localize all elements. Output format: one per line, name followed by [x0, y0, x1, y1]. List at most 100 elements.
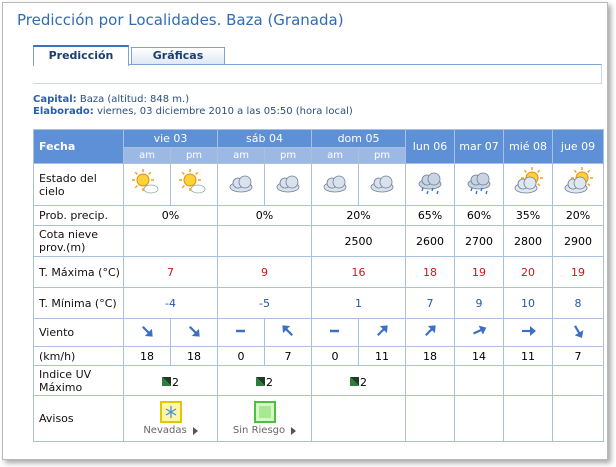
cloud	[514, 176, 538, 194]
value-cell: 7	[405, 287, 456, 319]
uv-cell: 2	[217, 365, 313, 396]
wind-cell	[454, 318, 505, 347]
table-row: Estado del cielo	[33, 163, 605, 206]
empty-cell	[405, 365, 456, 396]
rain-drop	[480, 187, 483, 192]
value-cell: 18	[123, 346, 171, 366]
warning-label: Sin Riesgo	[232, 425, 286, 436]
ray	[523, 169, 527, 173]
info-line: Capital: Baza (altitud: 848 m.)	[33, 94, 189, 105]
arrow	[377, 325, 388, 337]
value-cell: 7	[122, 256, 219, 288]
rain-drop	[436, 190, 439, 195]
value-cell: 60%	[454, 205, 505, 226]
value-cell: 2800	[503, 225, 554, 257]
sky-icon	[179, 169, 206, 194]
wind-arrow	[574, 325, 584, 338]
warning-label-row: Nevadas	[143, 425, 198, 436]
day-header: lun 06	[405, 129, 456, 164]
inner-square	[258, 406, 271, 418]
uv-icon	[162, 376, 171, 386]
warning-label-row: Sin Riesgo	[232, 425, 297, 436]
table-row: T. Máxima (°C) 7 9 16 18 19 20 19	[33, 256, 605, 288]
sky-cell	[552, 163, 605, 206]
info-line: Elaborado: viernes, 03 diciembre 2010 a …	[33, 106, 353, 117]
ray	[195, 171, 199, 175]
cloud-part	[427, 172, 441, 186]
arrow	[574, 325, 584, 338]
cloud-part	[190, 184, 206, 194]
tab[interactable]: Predicción	[33, 45, 129, 66]
warning: Sin Riesgo	[219, 401, 311, 436]
wind-cell	[503, 318, 554, 347]
empty-cell	[122, 225, 219, 257]
cloud	[467, 172, 491, 190]
table-row: Avisos Nevadas Sin Riesgo	[33, 395, 605, 442]
page-title: Predicción por Localidades. Baza (Granad…	[17, 11, 344, 29]
row-label: T. Máxima (°C)	[33, 256, 124, 288]
uv-value: 2	[360, 375, 368, 389]
arrow	[522, 326, 537, 336]
wind-arrow	[522, 326, 537, 336]
small-cloud	[190, 184, 206, 194]
value-cell: 14	[454, 346, 505, 366]
value-cell: 18	[169, 346, 219, 366]
day-header: sáb 04	[217, 129, 313, 148]
period-header: am	[217, 147, 266, 164]
rain-drop	[470, 187, 473, 192]
value-cell: 18	[405, 346, 456, 366]
value-cell: 11	[358, 346, 407, 366]
period-header: am	[311, 147, 360, 164]
empty-cell	[405, 395, 456, 442]
empty-cell	[454, 365, 505, 396]
label: Capital:	[33, 94, 77, 105]
triangle	[192, 426, 198, 435]
empty-cell	[503, 395, 554, 442]
tab[interactable]: Gráficas	[131, 47, 225, 64]
cloud-part	[238, 175, 252, 189]
cloud-part	[573, 176, 587, 190]
forecast-table: Fecha vie 03 sáb 04 dom 05 lun 06 mar 07 mié 0…	[33, 129, 605, 442]
table-row: Cota nieve prov.(m) 2500 2600 2700 2800 2900	[33, 225, 605, 257]
period-header: pm	[358, 147, 407, 164]
wind-cell	[217, 318, 266, 347]
sky-icon	[467, 172, 491, 195]
warning: Nevadas	[125, 401, 217, 436]
table-row: Indice UV Máximo 2 2 2	[33, 365, 605, 396]
row-label: Estado del cielo	[33, 163, 124, 206]
wind-cell	[358, 318, 407, 347]
empty-cell	[454, 395, 505, 442]
value-cell: 8	[552, 287, 605, 319]
sky-icon	[276, 175, 300, 193]
period-header: pm	[169, 147, 219, 164]
row-label: (km/h)	[33, 346, 124, 366]
value-cell: -4	[122, 287, 219, 319]
wind-cell	[169, 318, 219, 347]
day-header: mar 07	[454, 129, 505, 164]
row-label: Indice UV Máximo	[33, 365, 124, 396]
row-label: Viento	[33, 318, 124, 347]
day-header: mié 08	[503, 129, 554, 164]
cloud-part	[143, 184, 159, 194]
wind-cell	[123, 318, 171, 347]
ray	[148, 171, 152, 175]
value-cell: 0	[217, 346, 266, 366]
arrow	[425, 325, 436, 337]
value-cell: 19	[552, 256, 605, 288]
sky-cell	[123, 163, 171, 206]
rain-drop	[485, 190, 488, 195]
value-cell: 0%	[122, 205, 219, 226]
wind-cell	[405, 318, 456, 347]
warning-icon	[253, 401, 276, 423]
sun	[136, 173, 150, 187]
head	[191, 328, 200, 337]
uv-value: 2	[266, 375, 274, 389]
value-cell: 35%	[503, 205, 554, 226]
sky-icon	[132, 169, 159, 194]
sky-icon	[418, 172, 442, 195]
header-cell: Fecha	[33, 129, 124, 164]
row-label: T. Mínima (°C)	[33, 287, 124, 319]
uv-triangle	[256, 376, 266, 386]
sky-cell	[503, 163, 554, 206]
day-header: vie 03	[122, 129, 219, 148]
